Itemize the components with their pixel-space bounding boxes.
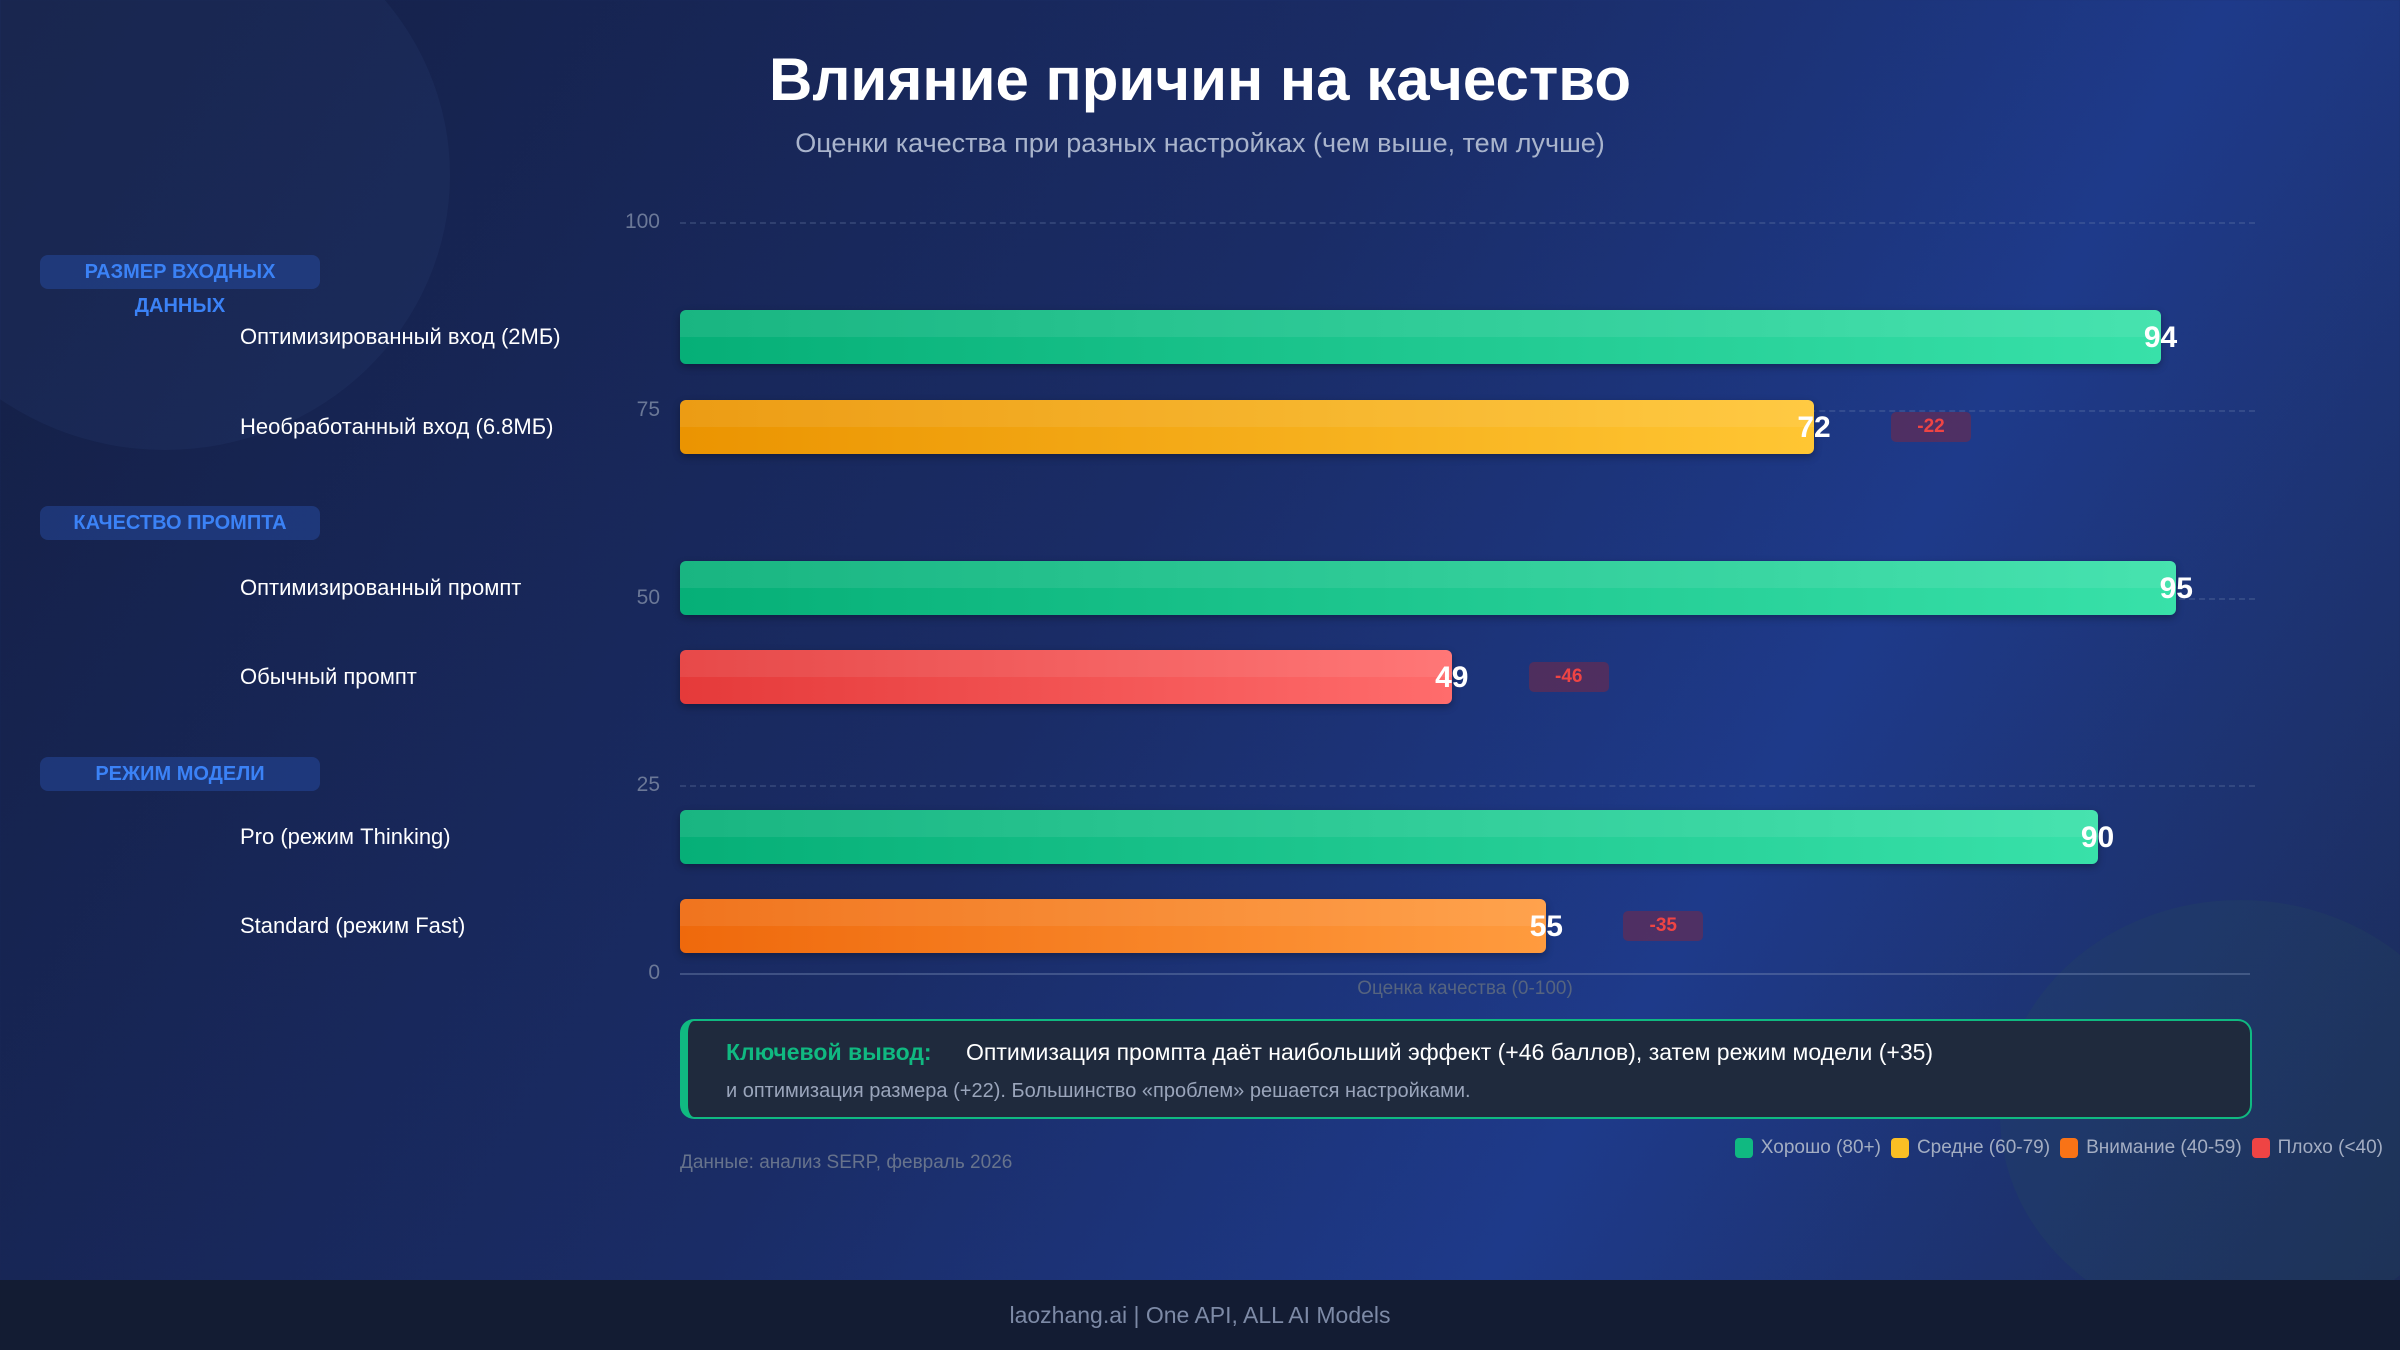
legend-swatch <box>1890 1138 1909 1158</box>
category-label: Необработанный вход (6.8МБ) <box>240 414 554 439</box>
legend-label: Плохо (<40) <box>2277 1137 2383 1158</box>
footer: laozhang.ai | One API, ALL AI Models <box>0 1280 2400 1350</box>
group-label: КАЧЕСТВО ПРОМПТА <box>40 506 320 540</box>
bar <box>680 899 1547 953</box>
key-insight-box: Ключевой вывод: Оптимизация промпта даёт… <box>680 1019 2252 1119</box>
category-label: Оптимизированный промпт <box>240 575 522 600</box>
legend-item: Средне (60-79) <box>1890 1137 2051 1159</box>
delta-badge: -46 <box>1528 662 1609 692</box>
bar <box>680 650 1452 704</box>
bar <box>680 400 1814 454</box>
category-label: Standard (режим Fast) <box>240 913 466 938</box>
insight-text-line1: Оптимизация промпта даёт наибольший эффе… <box>966 1039 1934 1065</box>
group-label: РАЗМЕР ВХОДНЫХ ДАННЫХ <box>40 255 320 317</box>
value-label: 49 <box>1435 661 1469 694</box>
insight-text-line2: и оптимизация размера (+22). Большинство… <box>726 1080 1471 1102</box>
category-label: Обычный промпт <box>240 664 417 689</box>
tick-label: 75 <box>636 397 660 421</box>
legend-swatch <box>2251 1138 2270 1158</box>
tick-label: 50 <box>636 585 660 609</box>
tick-label: 100 <box>624 210 660 233</box>
legend-swatch <box>2060 1138 2079 1158</box>
legend-swatch <box>1734 1138 1753 1158</box>
delta-badge: -22 <box>1891 412 1971 442</box>
gridline <box>680 785 2255 788</box>
value-label: 94 <box>2143 321 2178 354</box>
value-label: 90 <box>2080 821 2115 854</box>
x-axis-label: Оценка качества (0-100) <box>1357 978 1573 999</box>
data-source: Данные: анализ SERP, февраль 2026 <box>680 1152 1013 1173</box>
insight-label: Ключевой вывод: <box>726 1039 932 1065</box>
legend-label: Внимание (40-59) <box>2086 1137 2242 1158</box>
category-label: Оптимизированный вход (2МБ) <box>240 324 561 349</box>
tick-label: 0 <box>648 961 660 984</box>
legend-label: Средне (60-79) <box>1916 1137 2051 1158</box>
legend-item: Хорошо (80+) <box>1734 1137 1881 1159</box>
value-label: 95 <box>2159 572 2193 605</box>
bar <box>680 810 2098 864</box>
category-label: Pro (режим Thinking) <box>240 824 451 849</box>
legend-item: Плохо (<40) <box>2251 1137 2383 1159</box>
chart-title: Влияние причин на качество <box>768 46 1631 113</box>
value-label: 72 <box>1797 411 1831 444</box>
group-label: РЕЖИМ МОДЕЛИ <box>40 757 320 791</box>
x-axis-line <box>680 973 2250 975</box>
bar <box>680 561 2177 615</box>
legend: Хорошо (80+) Средне (60-79) Внимание (40-5… <box>1734 1137 2383 1159</box>
delta-badge: -35 <box>1623 911 1704 941</box>
bar <box>680 310 2161 364</box>
value-label: 55 <box>1529 910 1563 943</box>
chart-subtitle: Оценки качества при разных настройках (ч… <box>795 128 1605 158</box>
tick-label: 25 <box>636 773 660 797</box>
gridline <box>680 222 2255 224</box>
legend-label: Хорошо (80+) <box>1760 1137 1881 1158</box>
legend-item: Внимание (40-59) <box>2060 1137 2242 1159</box>
